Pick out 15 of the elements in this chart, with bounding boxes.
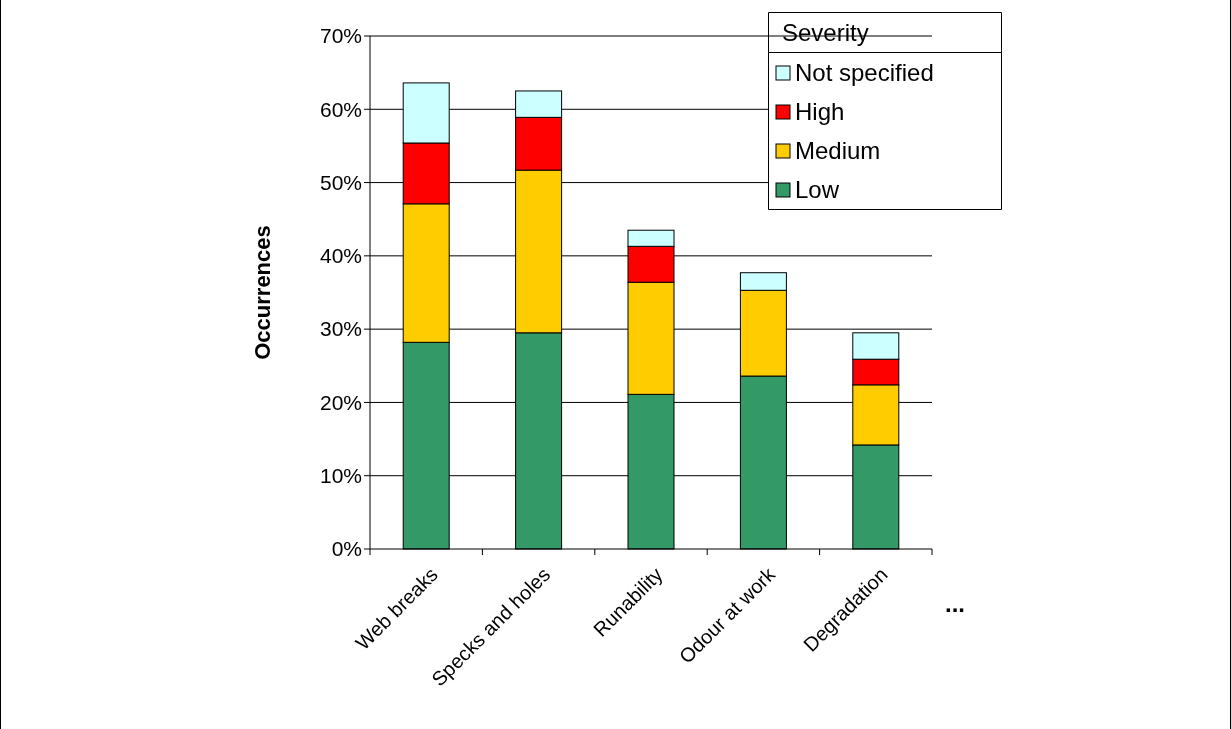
y-tick-label: 40% bbox=[319, 244, 362, 268]
y-tick-label: 50% bbox=[319, 170, 362, 194]
y-tick-label: 10% bbox=[319, 464, 362, 488]
legend-label: Not specified bbox=[795, 59, 934, 87]
y-tick-label: 20% bbox=[319, 390, 362, 414]
y-tick-label: 70% bbox=[319, 24, 362, 48]
text: ... bbox=[944, 590, 966, 617]
legend-label: High bbox=[795, 98, 845, 126]
legend-label: Medium bbox=[795, 137, 881, 165]
legend-title: Severity bbox=[782, 19, 869, 47]
y-tick-label: 0% bbox=[331, 537, 362, 561]
y-axis-title: Occurrences bbox=[249, 225, 275, 360]
y-tick-label: 60% bbox=[319, 97, 362, 121]
legend-label: Low bbox=[795, 176, 840, 204]
y-tick-label: 30% bbox=[319, 317, 362, 341]
